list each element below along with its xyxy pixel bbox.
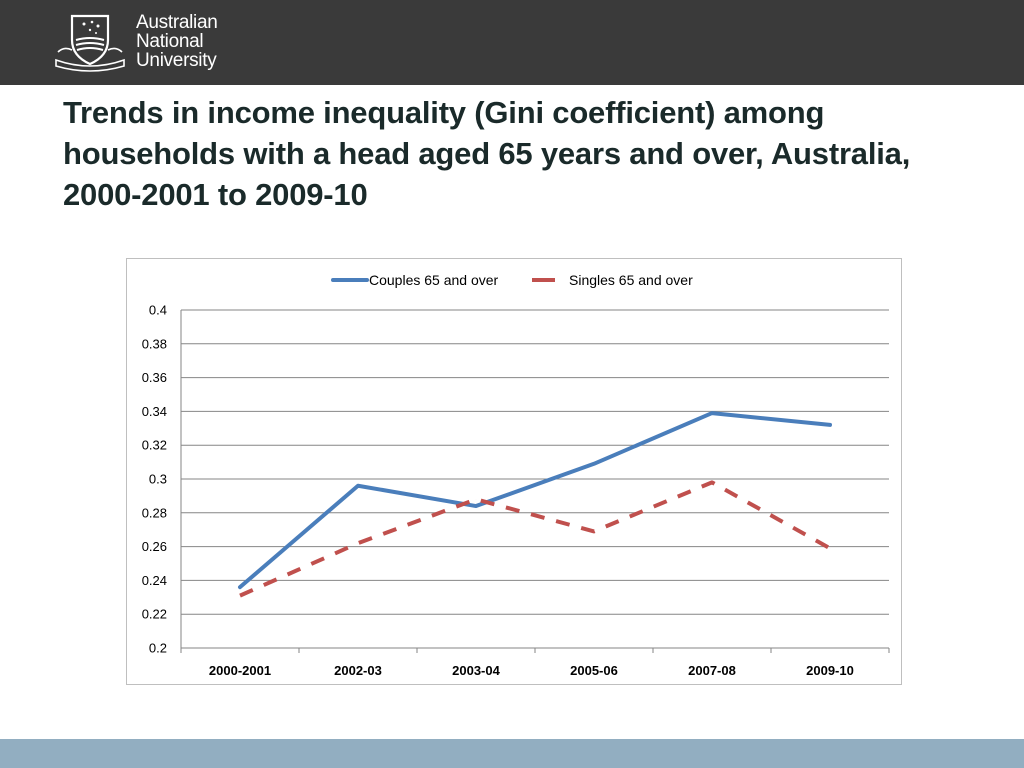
anu-crest-icon bbox=[55, 14, 125, 72]
x-tick-label: 2002-03 bbox=[334, 663, 382, 678]
legend-label-1: Couples 65 and over bbox=[369, 272, 499, 288]
x-tick-label: 2005-06 bbox=[570, 663, 618, 678]
wordmark-line-1: Australian bbox=[136, 12, 218, 33]
x-tick-label: 2009-10 bbox=[806, 663, 854, 678]
x-tick-label: 2000-2001 bbox=[209, 663, 271, 678]
y-tick-label: 0.36 bbox=[142, 370, 167, 385]
y-tick-label: 0.28 bbox=[142, 505, 167, 520]
header-bar: Australian National University bbox=[0, 0, 1024, 85]
y-tick-label: 0.4 bbox=[149, 303, 167, 318]
y-tick-label: 0.32 bbox=[142, 438, 167, 453]
series-line-2 bbox=[239, 480, 831, 598]
x-tick-label: 2007-08 bbox=[688, 663, 736, 678]
wordmark-line-3: University bbox=[136, 50, 217, 71]
y-tick-label: 0.38 bbox=[142, 336, 167, 351]
y-tick-label: 0.2 bbox=[149, 641, 167, 656]
y-tick-label: 0.34 bbox=[142, 404, 167, 419]
footer-bar bbox=[0, 739, 1024, 768]
y-tick-label: 0.26 bbox=[142, 539, 167, 554]
x-tick-label: 2003-04 bbox=[452, 663, 500, 678]
series-line-1 bbox=[238, 411, 832, 590]
wordmark-line-2: National bbox=[136, 31, 204, 52]
y-tick-label: 0.22 bbox=[142, 607, 167, 622]
legend-label-2: Singles 65 and over bbox=[569, 272, 693, 288]
chart-frame: 0.2 0.22 0.24 0.26 0.28 0.3 0.32 0.34 0.36 0.38 0.… bbox=[126, 258, 902, 685]
line-chart: 0.2 0.22 0.24 0.26 0.28 0.3 0.32 0.34 0.36 0.38 0.… bbox=[142, 272, 890, 678]
y-tick-label: 0.24 bbox=[142, 573, 167, 588]
university-wordmark: Australian National University bbox=[136, 13, 218, 70]
slide-title: Trends in income inequality (Gini coeffi… bbox=[63, 95, 911, 212]
y-tick-label: 0.3 bbox=[149, 472, 167, 487]
